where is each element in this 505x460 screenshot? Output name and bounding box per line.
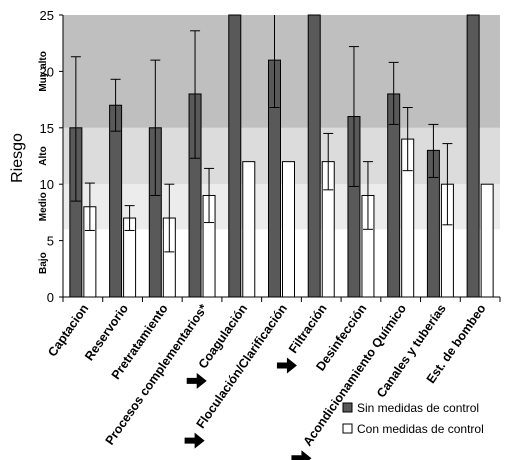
y-tick-labels: 0 5 10 15 20 25: [40, 8, 54, 305]
risk-band-3: [63, 15, 500, 128]
bar-con-10: [480, 183, 494, 298]
legend-swatch-1: [342, 423, 353, 434]
risk-band-label-1: Medio: [38, 192, 49, 221]
bar-con-4: [242, 161, 256, 298]
arrow-shape: [186, 372, 207, 389]
bar-sin-1: [109, 104, 123, 298]
y-tick-label-1: 5: [47, 234, 54, 249]
legend-swatch-0: [342, 402, 353, 413]
bar-sin-4: [228, 14, 242, 298]
y-tick-label-3: 15: [40, 121, 54, 136]
risk-band-label-2: Alto: [38, 146, 49, 165]
legend-label-0: Sin medidas de control: [357, 401, 479, 415]
arrow-icon: [276, 357, 297, 374]
arrow-shape: [291, 450, 312, 460]
y-axis-label: Riesgo: [9, 133, 26, 183]
legend: Sin medidas de control Con medidas de con…: [342, 401, 484, 436]
arrow-icon: [186, 372, 207, 389]
arrow-shape: [184, 432, 205, 449]
y-tick-label-0: 0: [47, 290, 54, 305]
bar-con-5: [282, 161, 295, 298]
arrow-shape: [276, 357, 297, 374]
axes: [59, 14, 501, 302]
risk-band-label-0: Bajo: [38, 252, 49, 274]
y-tick-label-5: 25: [40, 8, 54, 23]
category-label-9: Canales y tuberías: [374, 302, 449, 401]
y-tick-label-2: 10: [40, 177, 54, 192]
arrow-icon: [184, 432, 205, 449]
arrow-icon: [291, 450, 312, 460]
category-label-6: Filtración: [286, 302, 330, 356]
bar-sin-10: [466, 14, 480, 298]
y-tick-label-4: 20: [40, 64, 54, 79]
bar-sin-6: [307, 14, 321, 298]
risk-band-label-3: Muy alto: [38, 51, 49, 92]
bar-groups: [69, 14, 494, 298]
risk-band-labels: Bajo Medio Alto Muy alto: [38, 51, 49, 274]
arrow-markers: [184, 357, 312, 460]
legend-label-1: Con medidas de control: [357, 422, 484, 436]
